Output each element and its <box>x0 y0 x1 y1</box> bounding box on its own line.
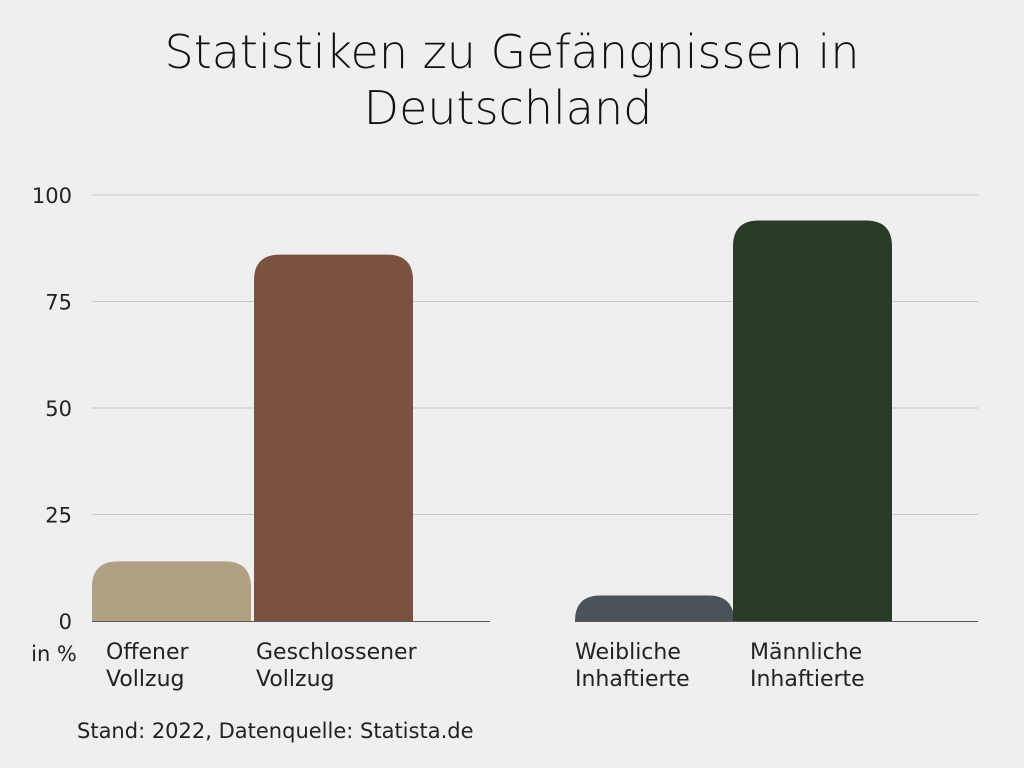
chart-title-line-2: Deutschland <box>364 81 653 135</box>
bar-männliche-inhaftierte <box>733 220 892 621</box>
bar-geschlossener-vollzug <box>254 254 413 621</box>
chart-title: Statistiken zu Gefängnissen in Deutschla… <box>165 25 860 135</box>
bar-weibliche-inhaftierte <box>575 595 734 621</box>
y-tick-label-25: 25 <box>45 504 72 528</box>
x-label-männliche-inhaftierte-line-1: Männliche <box>750 640 862 665</box>
x-label-geschlossener-vollzug-line-2: Vollzug <box>256 667 334 692</box>
chart-title-line-1: Statistiken zu Gefängnissen in <box>165 25 860 79</box>
y-tick-label-100: 100 <box>32 184 72 208</box>
y-tick-label-75: 75 <box>45 291 72 315</box>
x-axis-labels: OffenerVollzugGeschlossenerVollzugWeibli… <box>106 640 865 692</box>
bar-offener-vollzug <box>92 561 251 621</box>
y-tick-label-50: 50 <box>45 397 72 421</box>
source-note: Stand: 2022, Datenquelle: Statista.de <box>77 719 474 743</box>
y-axis-unit-label: in % <box>31 642 77 666</box>
x-label-weibliche-inhaftierte-line-1: Weibliche <box>575 640 681 665</box>
x-label-offener-vollzug-line-2: Vollzug <box>106 667 184 692</box>
x-label-weibliche-inhaftierte-line-2: Inhaftierte <box>575 667 690 692</box>
x-label-männliche-inhaftierte-line-2: Inhaftierte <box>750 667 865 692</box>
x-label-offener-vollzug-line-1: Offener <box>106 640 189 665</box>
y-tick-label-0: 0 <box>59 610 72 634</box>
x-label-geschlossener-vollzug-line-1: Geschlossener <box>256 640 418 665</box>
bars <box>92 220 892 621</box>
y-axis-ticks: 0 25 50 75 100 <box>32 184 72 634</box>
